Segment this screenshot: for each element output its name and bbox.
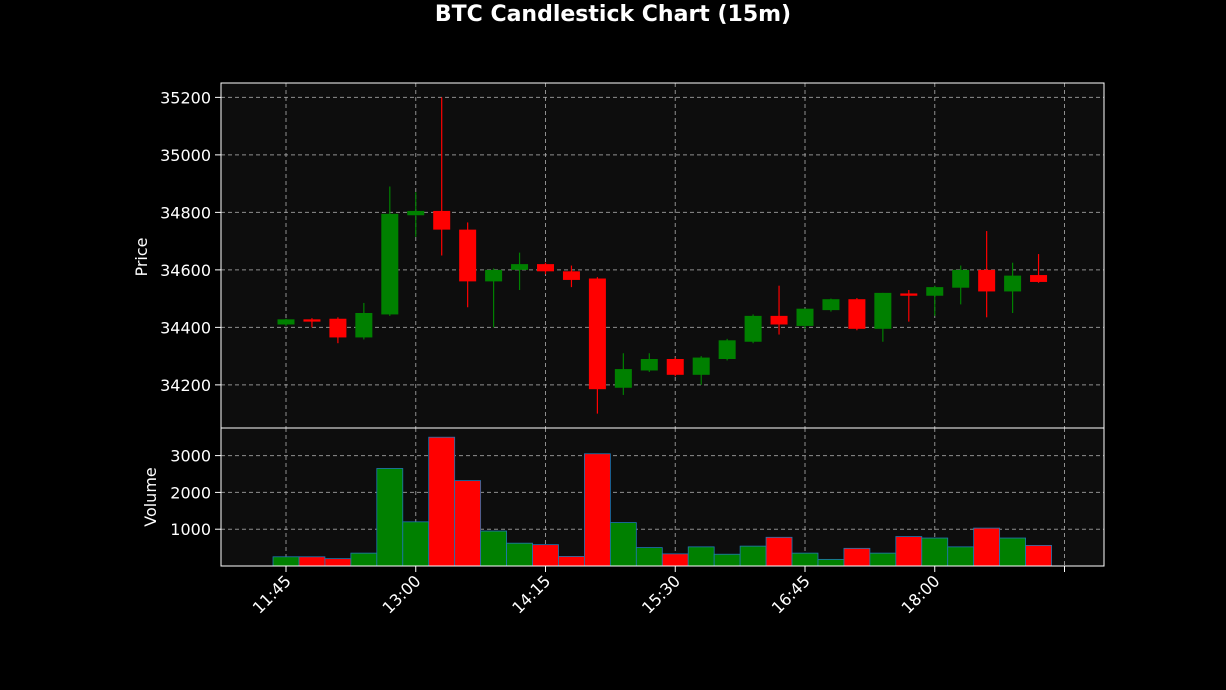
volume-bar xyxy=(999,537,1026,567)
price-y-tick-label: 35000 xyxy=(160,146,211,165)
volume-bar xyxy=(480,530,507,567)
volume-bar xyxy=(350,552,378,567)
volume-bars xyxy=(272,436,1052,567)
candle-body xyxy=(614,369,632,388)
volume-bar xyxy=(1025,544,1052,567)
candle-body xyxy=(822,299,840,311)
price-y-tick-label: 34600 xyxy=(160,261,211,280)
candle-body xyxy=(537,264,554,272)
candle-body xyxy=(355,313,373,338)
volume-bar xyxy=(869,552,897,567)
candle-body xyxy=(407,210,425,216)
volume-y-tick-label: 1000 xyxy=(170,520,211,539)
candle-body xyxy=(718,340,736,359)
candle-body xyxy=(433,210,451,230)
candle-body xyxy=(459,229,477,282)
volume-bar xyxy=(921,537,949,567)
volume-bar xyxy=(428,436,456,567)
volume-bar xyxy=(609,522,637,567)
volume-y-tick-label: 2000 xyxy=(170,483,211,502)
volume-bar xyxy=(661,553,689,567)
volume-y-tick-label: 3000 xyxy=(170,447,211,466)
price-axis-label: Price xyxy=(132,237,151,276)
volume-bar xyxy=(376,468,404,567)
volume-bar xyxy=(272,556,300,567)
candle-body xyxy=(381,213,399,315)
volume-bar xyxy=(947,546,975,567)
candle-body xyxy=(770,315,788,325)
candle-body xyxy=(926,287,944,296)
price-y-tick-label: 34200 xyxy=(160,376,211,395)
volume-bar xyxy=(739,545,767,567)
price-y-tick-label: 35200 xyxy=(160,88,211,107)
candle-body xyxy=(900,293,918,296)
price-y-tick-label: 34800 xyxy=(160,203,211,222)
volume-bar xyxy=(843,547,871,567)
candle-body xyxy=(1030,275,1048,282)
volume-panel xyxy=(221,428,1104,566)
volume-bar xyxy=(817,558,845,567)
volume-bar xyxy=(687,546,715,567)
volume-bar xyxy=(454,480,482,567)
candle-body xyxy=(666,359,684,375)
candle-body xyxy=(848,299,866,329)
candle-body xyxy=(874,292,892,329)
candle-body xyxy=(692,357,710,375)
candles xyxy=(277,97,1048,414)
candle-body xyxy=(277,319,295,325)
candle-body xyxy=(588,278,606,390)
candle-body xyxy=(1004,275,1022,292)
volume-bar xyxy=(298,556,326,567)
candle-body xyxy=(978,269,996,292)
volume-bar xyxy=(402,521,430,567)
volume-bar xyxy=(324,558,352,567)
candle-body xyxy=(952,269,970,288)
candle-body xyxy=(744,315,762,342)
volume-bar xyxy=(635,547,663,567)
volume-panel-frame xyxy=(220,427,1105,567)
volume-bar xyxy=(973,527,1001,567)
candle-body xyxy=(485,269,503,282)
chart-title: BTC Candlestick Chart (15m) xyxy=(435,2,791,27)
volume-bar xyxy=(532,544,559,567)
candle-body xyxy=(562,271,580,280)
price-panel xyxy=(221,83,1104,428)
candle-body xyxy=(303,319,321,322)
candle-body xyxy=(796,308,814,326)
volume-bar xyxy=(713,553,741,567)
volume-bar xyxy=(791,552,819,567)
volume-bar xyxy=(506,542,533,567)
candle-body xyxy=(511,264,529,270)
volume-bar xyxy=(584,453,611,567)
volume-bar xyxy=(558,556,585,567)
candle-body xyxy=(640,359,658,371)
volume-bar xyxy=(765,536,793,567)
volume-axis-label: Volume xyxy=(141,467,160,527)
volume-bar xyxy=(895,536,923,567)
candle-body xyxy=(329,318,347,338)
price-y-tick-label: 34400 xyxy=(160,318,211,337)
